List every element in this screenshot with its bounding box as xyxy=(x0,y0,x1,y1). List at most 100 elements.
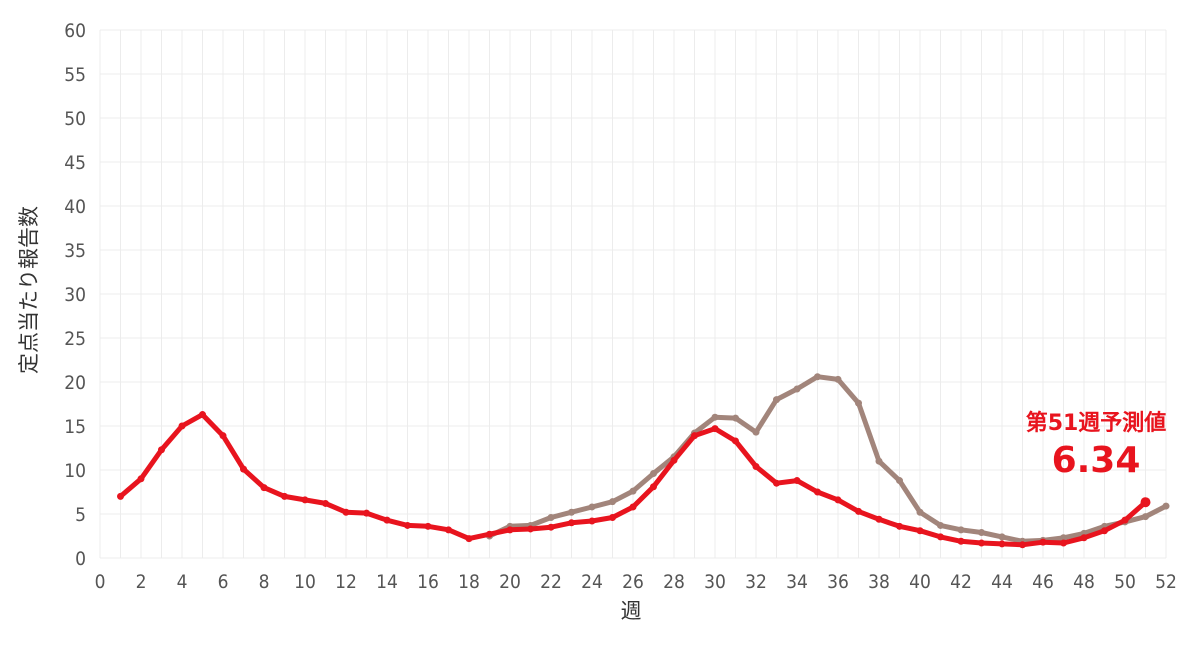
x-tick-label: 36 xyxy=(827,571,849,593)
data-point xyxy=(711,413,719,421)
x-tick-label: 34 xyxy=(786,571,808,593)
y-tick-label: 60 xyxy=(64,20,86,42)
data-point xyxy=(1080,534,1088,542)
y-tick-label: 25 xyxy=(64,328,86,350)
x-tick-label: 20 xyxy=(499,571,521,593)
data-point xyxy=(199,411,206,419)
data-point xyxy=(814,488,821,496)
data-point xyxy=(1060,539,1067,547)
x-tick-label: 32 xyxy=(745,571,767,593)
data-point xyxy=(670,456,678,464)
data-point xyxy=(875,457,883,465)
data-point xyxy=(1060,534,1067,542)
data-point xyxy=(773,396,780,404)
data-point xyxy=(814,373,821,381)
data-point xyxy=(957,526,965,534)
data-point xyxy=(978,528,985,536)
data-point xyxy=(322,499,329,507)
data-point xyxy=(506,526,514,534)
data-point xyxy=(445,526,452,534)
x-tick-label: 42 xyxy=(950,571,972,593)
data-point xyxy=(527,525,534,533)
data-point xyxy=(609,514,616,522)
y-axis-ticks: 0 5 10 15 20 25 30 35 40 45 50 55 60 xyxy=(64,20,86,570)
y-tick-label: 40 xyxy=(64,196,86,218)
forecast-annotation-label: 第51週予測値 xyxy=(1026,410,1167,436)
x-tick-label: 26 xyxy=(622,571,644,593)
data-point xyxy=(588,503,596,511)
y-tick-label: 45 xyxy=(64,152,86,174)
data-point xyxy=(855,399,862,407)
data-point xyxy=(957,537,965,545)
y-tick-label: 10 xyxy=(64,460,86,482)
data-point xyxy=(752,462,760,470)
data-point xyxy=(609,498,616,506)
y-tick-label: 30 xyxy=(64,284,86,306)
data-point xyxy=(793,477,801,485)
data-point xyxy=(281,492,288,500)
data-point xyxy=(383,516,391,524)
data-point xyxy=(793,385,801,393)
data-point xyxy=(260,484,268,492)
data-point xyxy=(732,437,739,445)
x-tick-label: 14 xyxy=(376,571,398,593)
data-point xyxy=(855,507,862,515)
data-point xyxy=(219,432,227,440)
data-point xyxy=(1142,513,1149,521)
data-point xyxy=(465,535,473,543)
data-point xyxy=(916,527,924,535)
data-point xyxy=(1121,516,1129,524)
y-tick-label: 5 xyxy=(75,504,86,526)
y-tick-label: 35 xyxy=(64,240,86,262)
x-tick-label: 46 xyxy=(1032,571,1054,593)
series-lines xyxy=(117,373,1170,549)
y-tick-label: 55 xyxy=(64,64,86,86)
x-axis-label: 週 xyxy=(621,599,642,623)
x-axis-ticks: 0 2 4 6 8 10 12 14 16 18 20 22 24 26 28 30 32 34 36 38 40 42 4… xyxy=(95,571,1177,593)
data-point xyxy=(834,375,842,383)
y-tick-label: 50 xyxy=(64,108,86,130)
data-point xyxy=(240,465,247,473)
data-point xyxy=(363,509,370,517)
data-point xyxy=(773,479,780,487)
x-tick-label: 44 xyxy=(991,571,1013,593)
data-point xyxy=(732,414,739,422)
data-point xyxy=(547,514,555,522)
data-point xyxy=(937,521,944,529)
data-point xyxy=(137,475,145,483)
data-point xyxy=(158,446,165,454)
x-tick-label: 38 xyxy=(868,571,890,593)
data-point xyxy=(650,483,657,491)
data-point xyxy=(629,503,637,511)
gridlines xyxy=(99,29,1167,559)
data-point xyxy=(711,425,719,433)
data-point xyxy=(978,539,985,547)
data-point xyxy=(1140,497,1151,508)
x-tick-label: 52 xyxy=(1155,571,1177,593)
x-tick-label: 24 xyxy=(581,571,603,593)
data-point xyxy=(117,492,124,500)
x-tick-label: 40 xyxy=(909,571,931,593)
data-point xyxy=(650,470,657,478)
data-point xyxy=(896,522,903,530)
x-tick-label: 18 xyxy=(458,571,480,593)
data-point xyxy=(424,522,432,530)
data-point xyxy=(1019,541,1026,549)
x-tick-label: 10 xyxy=(294,571,316,593)
x-tick-label: 50 xyxy=(1114,571,1136,593)
y-tick-label: 0 xyxy=(75,548,86,570)
data-point xyxy=(568,519,575,527)
data-point xyxy=(342,508,350,516)
x-tick-label: 2 xyxy=(136,571,147,593)
x-tick-label: 28 xyxy=(663,571,685,593)
series-1 xyxy=(117,411,1151,549)
data-point xyxy=(998,540,1006,548)
series-line xyxy=(487,374,1169,544)
data-point xyxy=(916,508,924,516)
data-point xyxy=(178,422,186,430)
data-point xyxy=(937,533,944,541)
data-point xyxy=(1162,502,1170,510)
x-tick-label: 22 xyxy=(540,571,562,593)
